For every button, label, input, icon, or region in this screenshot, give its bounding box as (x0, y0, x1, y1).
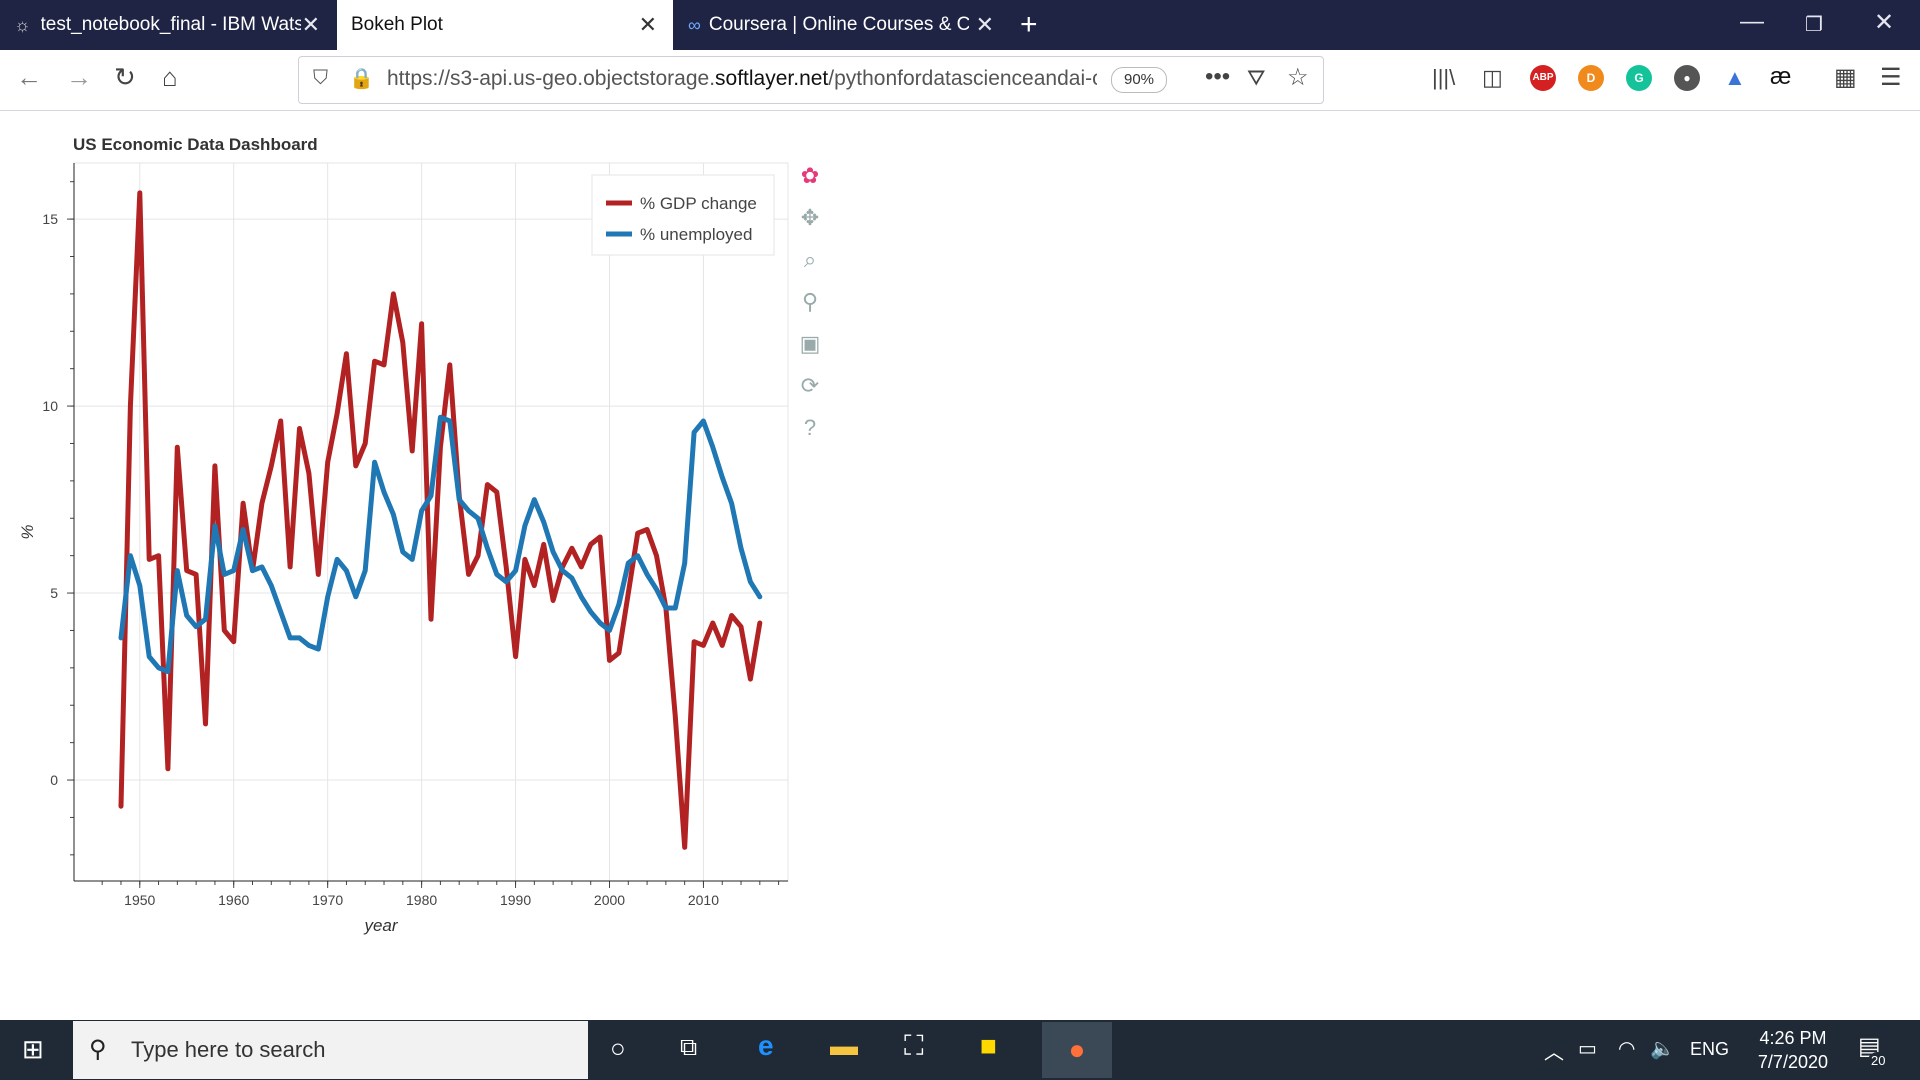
shield-icon[interactable]: ⛉ (313, 67, 328, 89)
help-tool-icon[interactable]: ? (803, 415, 817, 440)
url-domain: softlayer.net (715, 67, 829, 90)
graduation-cap-icon[interactable]: ▲ (1724, 65, 1746, 90)
x-tick-label: 1980 (406, 892, 437, 908)
url-text[interactable]: https://s3-api.us-geo.objectstorage.soft… (387, 67, 1097, 91)
home-icon[interactable]: ⌂ (162, 62, 178, 92)
navigation-bar: ← → ↻ ⌂ ⛉ 🔒 https://s3-api.us-geo.object… (0, 50, 1920, 111)
tab-watson-notebook[interactable]: ☼ test_notebook_final - IBM Wats ✕ (0, 0, 336, 50)
y-tick-label: 10 (42, 398, 58, 414)
library-icon[interactable]: |||\ (1432, 65, 1456, 90)
url-suffix: /pythonfordatascienceandai-c (828, 67, 1097, 90)
y-axis-label: % (18, 524, 37, 539)
chart-svg[interactable]: 1950 1960 1970 1980 1990 2000 2010 0 5 10 15 year%%… (0, 111, 790, 971)
wheel-zoom-tool-icon[interactable]: ⚲ (801, 289, 819, 314)
taskbar-search-box[interactable]: ⚲ Type here to search (73, 1021, 588, 1079)
notification-count-badge: 20 (1868, 1052, 1889, 1069)
tab-coursera[interactable]: ∞ Coursera | Online Courses & Cr ✕ (674, 0, 1010, 50)
pocket-icon[interactable]: ⛛ (1247, 65, 1266, 90)
new-tab-button[interactable]: + (1020, 8, 1038, 41)
tab-label: test_notebook_final - IBM Wats (40, 14, 301, 35)
save-tool-icon[interactable]: ▣ (799, 331, 821, 356)
forward-arrow-icon[interactable]: → (66, 62, 92, 92)
clock-date: 7/7/2020 (1757, 1052, 1828, 1072)
clock-time: 4:26 PM (1759, 1028, 1827, 1048)
show-hidden-icons-chevron-icon[interactable]: ︿ (1544, 1042, 1564, 1064)
taskbar-clock[interactable]: 4:26 PM 7/7/2020 (1758, 1026, 1828, 1074)
y-tick-label: 5 (50, 585, 58, 601)
minimize-icon[interactable]: — (1740, 8, 1764, 35)
volume-icon[interactable]: 🔈 (1650, 1038, 1675, 1060)
tab-label: Bokeh Plot (351, 14, 443, 35)
close-icon[interactable]: ✕ (975, 12, 994, 37)
windows-taskbar: ⊞ ⚲ Type here to search ○ ⧉ e ▬ ⛶ ■ ● ︿ … (0, 1020, 1920, 1080)
account-icon[interactable]: ● (1674, 65, 1700, 91)
x-tick-label: 1990 (500, 892, 531, 908)
page-actions-icon[interactable]: ••• (1205, 63, 1231, 90)
x-tick-label: 2000 (594, 892, 625, 908)
close-icon[interactable]: ✕ (301, 12, 320, 37)
restore-icon[interactable]: ❐ (1805, 14, 1823, 36)
bokeh-logo-icon: ✿ (800, 163, 820, 188)
legend-label: % unemployed (640, 225, 752, 244)
coursera-icon: ∞ (688, 14, 701, 35)
windows-start-icon[interactable]: ⊞ (22, 1034, 44, 1064)
x-tick-label: 1950 (124, 892, 155, 908)
series-line-unemployed (118, 414, 763, 675)
extension-d-icon[interactable]: D (1578, 65, 1604, 91)
lock-icon[interactable]: 🔒 (349, 68, 374, 90)
chart-title: US Economic Data Dashboard (73, 135, 318, 154)
browser-tab-bar: ☼ test_notebook_final - IBM Wats ✕ Bokeh… (0, 0, 1920, 50)
task-view-icon[interactable]: ⧉ (680, 1034, 698, 1061)
extension-ae-icon[interactable]: æ (1770, 63, 1792, 90)
store-icon[interactable]: ⛶ (904, 1030, 924, 1061)
zoom-level-badge[interactable]: 90% (1111, 67, 1167, 93)
legend-box (591, 174, 775, 256)
series-line-gdp-change (118, 190, 763, 850)
extensions-gift-icon[interactable]: ▦ (1834, 64, 1857, 91)
tab-bokeh-plot[interactable]: Bokeh Plot ✕ (337, 0, 673, 50)
window-close-icon[interactable]: ✕ (1874, 9, 1895, 36)
bookmark-star-icon[interactable]: ☆ (1287, 64, 1309, 91)
bokeh-plot-area: US Economic Data Dashboard 1950 1960 1970 1… (0, 111, 1920, 1011)
chart-legend: % GDP change % unemployed (591, 174, 775, 256)
language-indicator[interactable]: ENG (1690, 1039, 1730, 1059)
back-arrow-icon[interactable]: ← (16, 62, 42, 92)
tab-label: Coursera | Online Courses & Cr (708, 14, 969, 35)
wifi-icon[interactable]: ◠ (1618, 1038, 1636, 1060)
search-icon: ⚲ (89, 1036, 107, 1063)
x-tick-label: 1960 (218, 892, 249, 908)
reload-icon[interactable]: ↻ (114, 62, 136, 92)
x-tick-label: 1970 (312, 892, 343, 908)
pan-tool-icon[interactable]: ✥ (800, 205, 820, 230)
y-tick-label: 0 (50, 772, 58, 788)
plot-frame (73, 162, 789, 882)
url-prefix: https://s3-api.us-geo.objectstorage. (387, 67, 716, 90)
battery-icon[interactable]: ▭ (1578, 1038, 1597, 1060)
firefox-taskbar-icon[interactable]: ● (1042, 1022, 1112, 1078)
adblock-icon[interactable]: ABP (1530, 65, 1556, 91)
reset-tool-icon[interactable]: ⟳ (800, 373, 820, 398)
cortana-icon[interactable]: ○ (610, 1033, 626, 1063)
x-axis-label: year (363, 916, 398, 935)
menu-hamburger-icon[interactable]: ☰ (1880, 64, 1902, 91)
watson-icon: ☼ (14, 14, 31, 35)
file-explorer-icon[interactable]: ▬ (830, 1030, 858, 1061)
address-bar[interactable]: ⛉ 🔒 https://s3-api.us-geo.objectstorage.… (298, 56, 1324, 104)
search-placeholder: Type here to search (131, 1037, 326, 1062)
legend-label: % GDP change (640, 194, 757, 213)
edge-icon[interactable]: e (758, 1030, 774, 1061)
sidebar-icon[interactable]: ◫ (1482, 65, 1503, 90)
y-tick-label: 15 (42, 211, 58, 227)
sticky-notes-icon[interactable]: ■ (980, 1030, 997, 1061)
box-zoom-tool-icon[interactable]: ⌕ (803, 247, 817, 272)
bokeh-toolbar: ✿ ✥ ⌕ ⚲ ▣ ⟳? (790, 155, 830, 449)
grammarly-icon[interactable]: G (1626, 65, 1652, 91)
x-tick-label: 2010 (688, 892, 719, 908)
close-icon[interactable]: ✕ (638, 12, 657, 37)
